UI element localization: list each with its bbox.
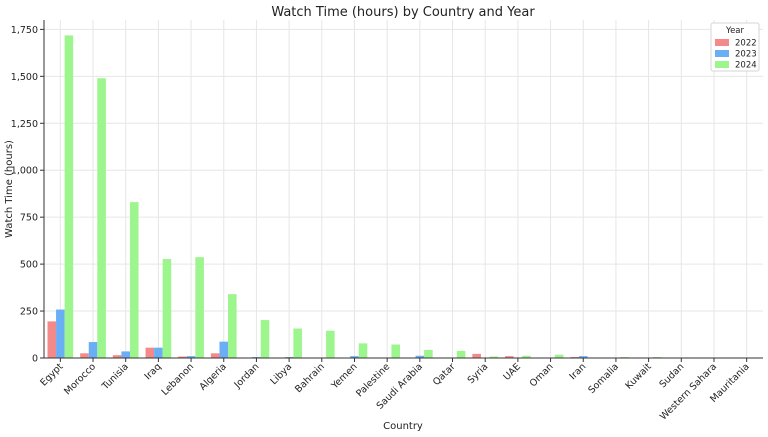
bar-2024-morocco <box>97 78 106 358</box>
bar-2024-yemen <box>358 343 368 358</box>
bar-2022-tunisia <box>112 355 122 358</box>
legend-swatch-2024 <box>715 61 729 68</box>
y-tick-label: 500 <box>20 260 38 271</box>
bar-2024-qatar <box>456 350 466 358</box>
bar-2024-uae <box>522 355 531 358</box>
bar-2023-iran <box>578 356 588 358</box>
legend-title: Year <box>725 26 745 36</box>
bar-2022-iraq <box>145 347 155 358</box>
x-tick-label: Egypt <box>38 361 65 388</box>
bar-2023-algeria <box>219 341 229 358</box>
x-tick-label: Iraq <box>143 361 164 382</box>
bar-2024-lebanon <box>195 257 204 358</box>
x-tick-label: Jordan <box>232 361 262 391</box>
x-tick-label: Kuwait <box>624 361 654 391</box>
legend-swatch-2022 <box>715 39 729 46</box>
bar-2023-saudi-arabia <box>415 355 425 358</box>
bar-2024-egypt <box>64 35 74 359</box>
x-tick-label: Yemen <box>329 361 360 392</box>
bar-2022-algeria <box>210 353 220 358</box>
bar-2024-iraq <box>162 259 172 358</box>
bar-2024-libya <box>293 328 302 358</box>
x-tick-label: UAE <box>501 361 523 383</box>
x-tick-label: Lebanon <box>160 361 197 398</box>
x-tick-label: Oman <box>528 361 556 389</box>
y-tick-label: 1,000 <box>11 166 38 177</box>
x-axis-label: Country <box>383 421 423 432</box>
x-tick-label: Libya <box>268 361 294 387</box>
bar-2023-lebanon <box>186 356 196 358</box>
axes <box>43 20 763 359</box>
y-tick-label: 0 <box>32 354 38 365</box>
x-tick-label: Qatar <box>431 361 458 388</box>
y-tick-label: 1,750 <box>11 25 38 36</box>
x-tick-label: Western Sahara <box>658 361 719 422</box>
legend-box <box>710 22 760 72</box>
bar-2022-lebanon <box>178 356 187 358</box>
grid <box>44 20 763 359</box>
bar-2024-bahrain <box>326 330 335 358</box>
y-tick-label: 750 <box>20 213 38 224</box>
x-tick-label: Syria <box>466 361 491 386</box>
bar-2023-tunisia <box>121 351 130 358</box>
x-tick-label: Morocco <box>62 361 98 397</box>
bar-2022-morocco <box>80 353 89 358</box>
bar-2024-algeria <box>228 294 237 358</box>
y-tick-label: 1,250 <box>11 119 38 130</box>
bar-2023-yemen <box>350 356 359 358</box>
bar-2024-saudi-arabia <box>424 349 433 358</box>
bar-2022-syria <box>472 353 481 358</box>
y-axis-label: Watch Time (hours) <box>4 140 15 238</box>
bar-2023-egypt <box>56 309 65 358</box>
legend-label-2024: 2024 <box>735 61 757 71</box>
bar-2022-egypt <box>47 321 57 358</box>
x-tick-label: Algeria <box>197 361 228 392</box>
legend-label-2023: 2023 <box>735 50 757 60</box>
bar-2023-morocco <box>88 342 98 358</box>
bars <box>47 35 760 359</box>
x-tick-label: Bahrain <box>293 361 327 395</box>
y-ticks: 0 250 500 750 1,000 1,250 1,500 1,750 <box>11 25 44 365</box>
x-tick-label: Tunisia <box>99 361 130 392</box>
x-tick-label: Iran <box>567 361 588 382</box>
bar-2023-iraq <box>154 347 163 358</box>
chart-title: Watch Time (hours) by Country and Year <box>271 5 535 20</box>
x-tick-label: Somalia <box>586 361 621 396</box>
bar-2024-tunisia <box>129 202 139 358</box>
bar-2024-palestine <box>391 344 400 358</box>
y-tick-label: 1,500 <box>11 72 38 83</box>
bar-2024-syria <box>489 356 499 358</box>
bar-2024-oman <box>554 354 564 358</box>
y-tick-label: 250 <box>20 307 38 318</box>
x-tick-label: Sudan <box>657 361 686 390</box>
bar-2024-jordan <box>260 320 270 358</box>
legend-label-2022: 2022 <box>735 39 757 49</box>
legend-swatch-2023 <box>715 50 729 57</box>
bar-2022-uae <box>505 356 514 358</box>
